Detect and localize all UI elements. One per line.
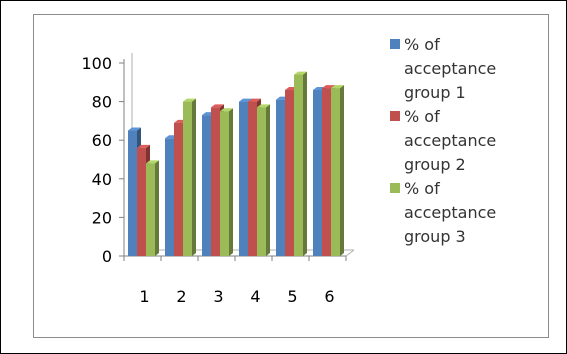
y-tick-label: 60 [92,131,112,150]
legend-label-3: acceptance [404,203,496,222]
y-tick-label: 20 [92,208,112,227]
x-tick-label: 4 [250,287,260,306]
y-tick-label: 0 [102,247,112,266]
legend-label-2: % of [404,107,440,126]
bar-3-5 [294,71,307,256]
legend-swatch-3 [390,183,400,193]
x-tick-label: 5 [287,287,297,306]
bar-3-2 [183,98,196,256]
legend-label-1: group 1 [404,83,466,102]
x-tick-label: 6 [324,287,334,306]
legend-swatch-1 [390,39,400,49]
legend-label-2: group 2 [404,155,466,174]
chart-area: 0 20 40 60 80 100 1 2 3 4 5 6 % of acceptance group 1%… [33,14,549,338]
legend-label-3: group 3 [404,227,466,246]
bar-3-3 [220,108,233,256]
bar-3-6 [331,85,344,256]
legend-swatch-2 [390,111,400,121]
x-tick-label: 3 [213,287,223,306]
x-tick-label: 2 [176,287,186,306]
legend-label-1: % of [404,35,440,54]
y-tick-label: 80 [92,93,112,112]
legend-label-3: % of [404,179,440,198]
floor-edge-line [345,249,355,257]
y-tick-label: 40 [92,170,112,189]
bar-3-4 [257,104,270,256]
bar-3-1 [146,160,159,256]
bar-chart: 0 20 40 60 80 100 1 2 3 4 5 6 % of acceptance group 1%… [81,35,496,306]
legend-label-1: acceptance [404,59,496,78]
y-tick-label: 100 [81,54,112,73]
legend-label-2: acceptance [404,131,496,150]
x-tick-label: 1 [139,287,149,306]
